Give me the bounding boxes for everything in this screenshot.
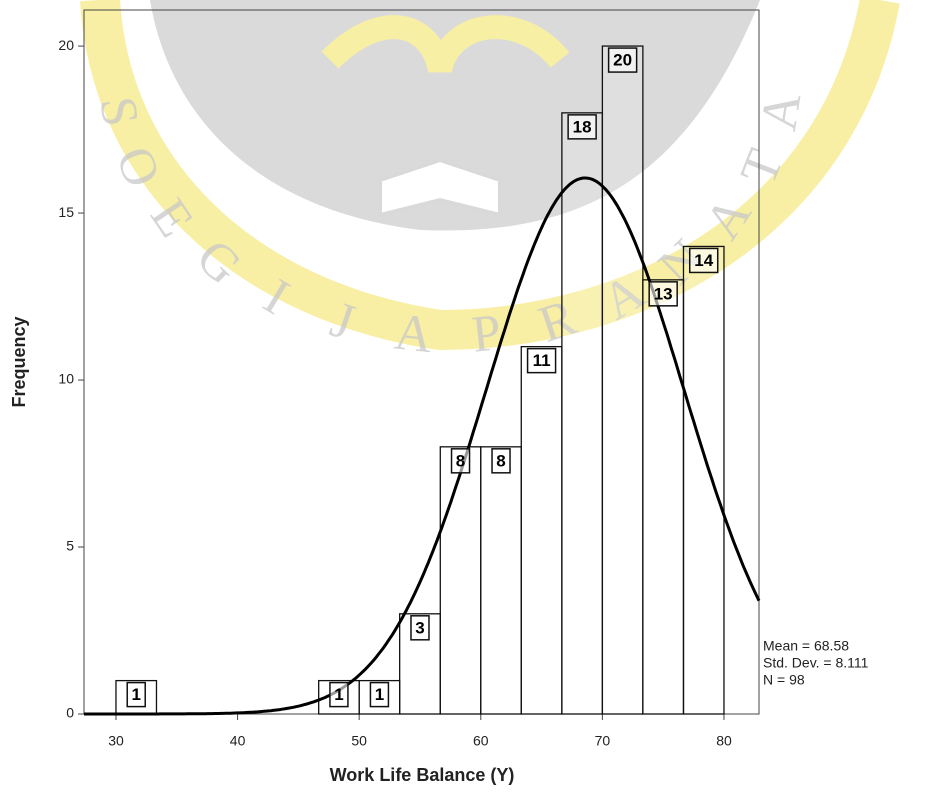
value-label-box: [369, 681, 390, 708]
bar: [561, 112, 604, 715]
x-tick-label: 80: [716, 733, 732, 749]
x-axis-label: Work Life Balance (Y): [330, 765, 515, 785]
y-tick-label: 15: [58, 204, 74, 220]
watermark-ring: [80, 0, 900, 351]
value-label-box: [329, 681, 349, 708]
value-label-box: [567, 114, 597, 140]
y-tick-label: 5: [66, 538, 74, 554]
value-label-box: [648, 281, 678, 307]
value-label-box: [526, 347, 557, 374]
x-tick-label: 60: [473, 733, 489, 749]
value-label-box: [688, 247, 719, 274]
x-tick-label: 30: [108, 733, 124, 749]
value-label: 11: [533, 351, 551, 370]
bar: [439, 446, 482, 715]
watermark-book: [378, 157, 502, 218]
watermark-letter: T: [730, 142, 795, 192]
value-label: 1: [334, 685, 343, 704]
value-label: 1: [375, 685, 384, 704]
bar: [642, 279, 685, 715]
y-tick-label: 0: [66, 705, 74, 721]
watermark-ornament: [321, 15, 570, 74]
x-tick-label: 40: [230, 733, 246, 749]
bar: [682, 245, 725, 715]
x-tick-label: 50: [351, 733, 367, 749]
value-label-box: [450, 448, 471, 474]
y-axis-label: Frequency: [9, 316, 29, 407]
y-tick-label: 10: [58, 371, 74, 387]
value-label: 18: [573, 117, 592, 136]
bar: [601, 45, 644, 715]
stats-annotation: Std. Dev. = 8.111: [763, 655, 869, 671]
stats-annotation: N = 98: [763, 672, 805, 688]
bar: [480, 446, 522, 715]
y-tick-label: 20: [58, 37, 74, 53]
value-label: 13: [654, 284, 673, 303]
watermark: [80, 0, 900, 351]
value-label: 8: [456, 451, 465, 470]
stats-annotation: Mean = 68.58: [763, 638, 849, 654]
watermark-letter: A: [392, 303, 436, 364]
watermark-letter: P: [469, 304, 504, 364]
value-label: 1: [131, 685, 140, 704]
value-label-box: [607, 47, 638, 73]
value-label: 20: [613, 51, 632, 70]
value-label-box: [126, 681, 146, 708]
value-label: 3: [415, 618, 424, 637]
value-label: 8: [496, 451, 505, 470]
value-label-box: [491, 448, 511, 474]
value-label-box: [410, 615, 430, 641]
watermark-letter: A: [750, 88, 812, 134]
value-label: 14: [694, 251, 713, 270]
x-tick-label: 70: [595, 733, 611, 749]
normal-curve: [84, 176, 761, 716]
watermark-shape: [150, 0, 760, 231]
bar: [520, 345, 563, 715]
